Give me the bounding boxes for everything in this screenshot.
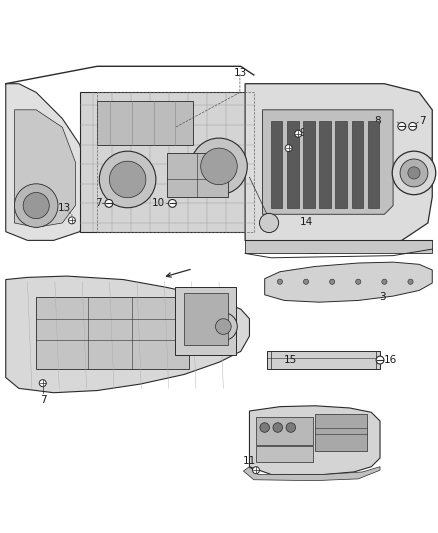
Circle shape [295, 130, 302, 137]
Text: 4: 4 [420, 168, 427, 178]
Polygon shape [262, 110, 393, 214]
Circle shape [39, 379, 46, 386]
Text: 15: 15 [284, 355, 297, 365]
Text: 2: 2 [420, 162, 427, 172]
Text: 7: 7 [419, 116, 426, 126]
Bar [256, 446, 313, 462]
Circle shape [392, 151, 436, 195]
Circle shape [304, 279, 309, 284]
Text: 1: 1 [420, 156, 427, 166]
Circle shape [215, 319, 231, 334]
Bar [256, 417, 313, 445]
Circle shape [191, 138, 247, 195]
Text: 14: 14 [300, 217, 313, 227]
Circle shape [408, 279, 413, 284]
Text: 13: 13 [58, 203, 71, 213]
Bar [271, 120, 283, 208]
Circle shape [14, 184, 58, 228]
Polygon shape [6, 276, 250, 393]
Bar [176, 287, 237, 355]
Circle shape [286, 423, 296, 432]
Text: 5: 5 [289, 142, 295, 152]
Circle shape [273, 423, 283, 432]
Bar [315, 414, 367, 450]
Polygon shape [250, 406, 380, 474]
Polygon shape [245, 84, 432, 254]
Circle shape [408, 167, 420, 179]
Polygon shape [6, 84, 88, 240]
Circle shape [259, 213, 279, 232]
FancyBboxPatch shape [97, 101, 193, 144]
Circle shape [99, 151, 156, 208]
Circle shape [277, 279, 283, 284]
Circle shape [260, 423, 269, 432]
Bar [267, 351, 380, 369]
Text: 6: 6 [145, 357, 152, 367]
Text: 9: 9 [300, 128, 306, 138]
Circle shape [409, 123, 417, 130]
Circle shape [209, 313, 237, 341]
Polygon shape [80, 92, 254, 232]
Bar [303, 120, 315, 208]
Circle shape [169, 199, 177, 207]
Bar [368, 120, 379, 208]
Text: 7: 7 [95, 198, 102, 208]
Bar [352, 120, 363, 208]
Circle shape [382, 279, 387, 284]
Text: 10: 10 [152, 198, 165, 208]
Bar [184, 293, 228, 345]
Bar [287, 120, 299, 208]
Circle shape [329, 279, 335, 284]
Text: 8: 8 [374, 116, 381, 126]
Circle shape [253, 467, 259, 474]
Polygon shape [14, 110, 75, 228]
Circle shape [376, 356, 384, 364]
Bar [319, 120, 331, 208]
Text: 11: 11 [243, 456, 256, 466]
Polygon shape [265, 262, 432, 302]
Bar [336, 120, 347, 208]
Circle shape [398, 123, 406, 130]
Bar [245, 240, 432, 254]
Text: 7: 7 [41, 395, 47, 405]
Polygon shape [244, 467, 380, 481]
Circle shape [110, 161, 146, 198]
Text: 12: 12 [234, 171, 247, 181]
Bar [167, 154, 228, 197]
Text: 3: 3 [379, 292, 385, 302]
Text: 16: 16 [384, 355, 397, 365]
Circle shape [23, 192, 49, 219]
Circle shape [201, 148, 237, 184]
Text: 13: 13 [234, 68, 247, 78]
Circle shape [105, 199, 113, 207]
Circle shape [68, 217, 75, 224]
Circle shape [285, 144, 292, 151]
Bar [36, 297, 188, 369]
Circle shape [400, 159, 428, 187]
Circle shape [356, 279, 361, 284]
